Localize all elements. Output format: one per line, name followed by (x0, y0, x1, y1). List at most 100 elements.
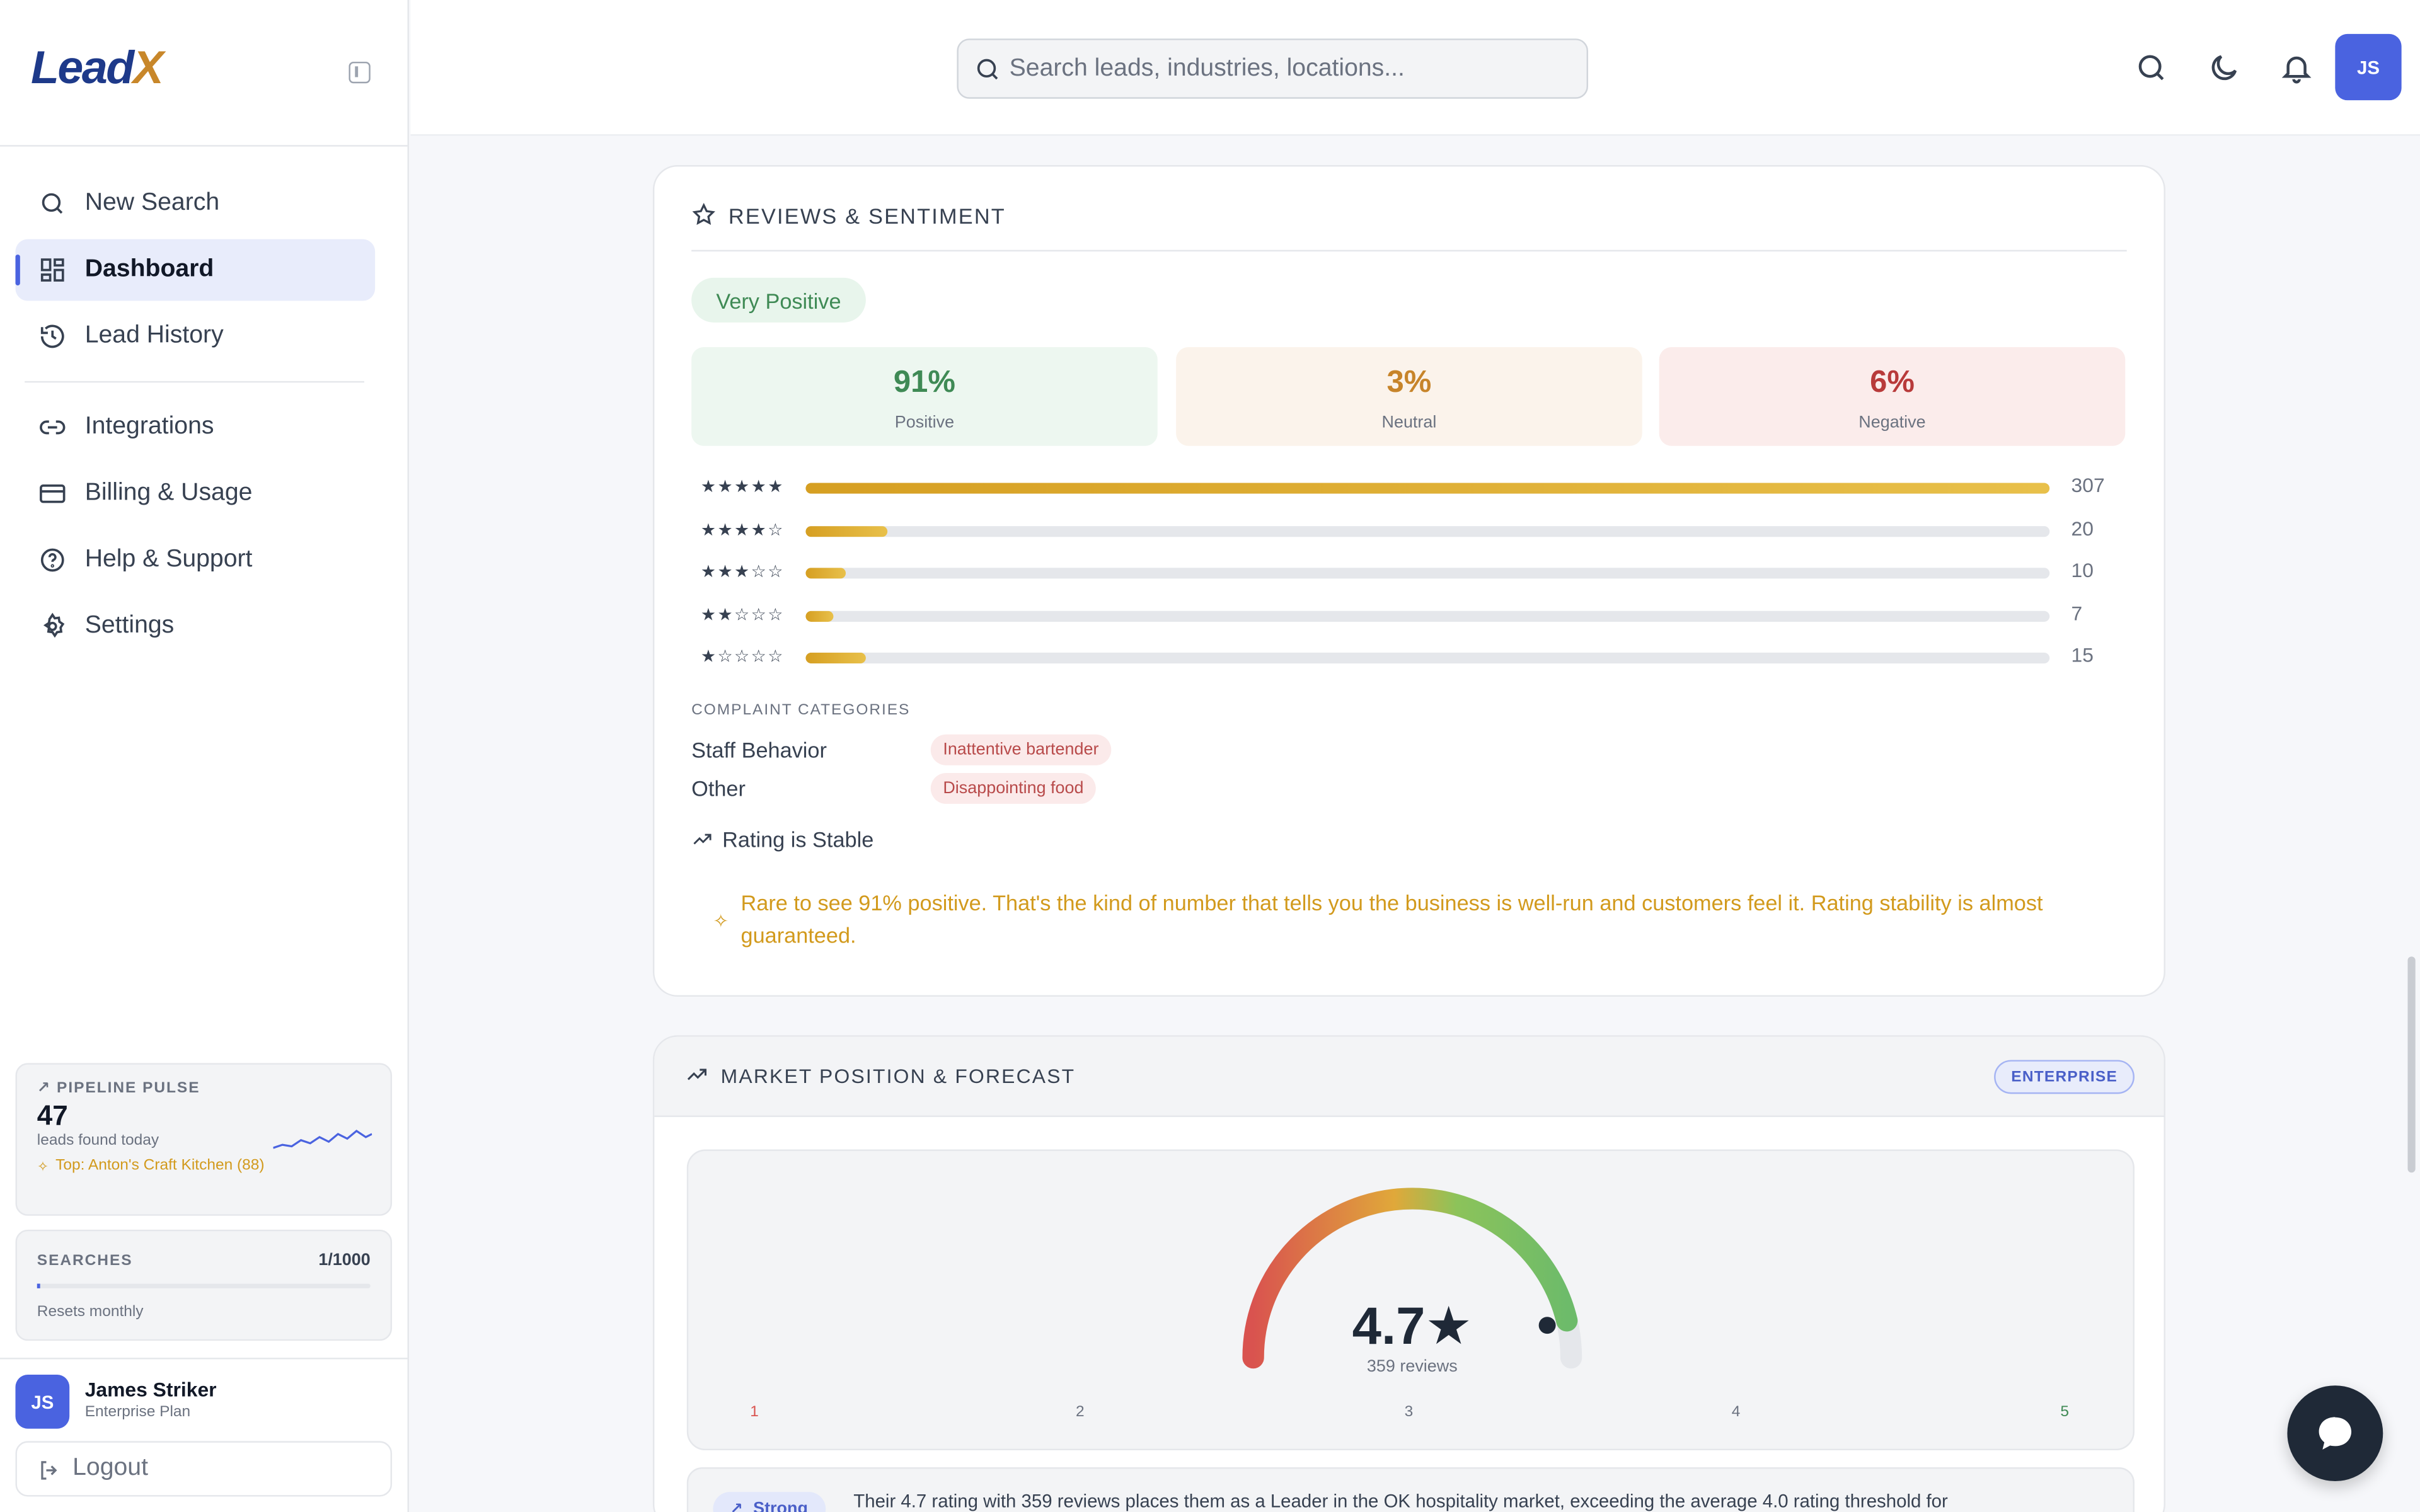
gauge-tick-1: 1 (750, 1404, 759, 1421)
stat-neutral: 3% Neutral (1176, 347, 1642, 446)
rating-bar-fill (805, 568, 846, 579)
search-placeholder: Search leads, industries, locations... (1009, 54, 1405, 81)
stat-negative: 6% Negative (1659, 347, 2126, 446)
searches-count: 1/1000 (318, 1251, 371, 1270)
rating-stars: ★★★★☆ (700, 521, 785, 541)
search-icon[interactable] (2135, 51, 2169, 85)
sidebar-item-dashboard[interactable]: Dashboard (15, 239, 376, 301)
moon-icon[interactable] (2207, 51, 2241, 85)
rating-bar-fill (805, 610, 834, 622)
pipeline-pulse-card[interactable]: ↗ PIPELINE PULSE 47 leads found today To… (15, 1063, 393, 1216)
gauge-tick-3: 3 (1404, 1404, 1414, 1421)
sparkle-icon: ✧ (713, 910, 729, 932)
stat-label: Positive (894, 413, 955, 432)
sidebar-item-billing[interactable]: Billing & Usage (15, 463, 375, 525)
user-plan: Enterprise Plan (84, 1404, 191, 1421)
stat-positive: 91% Positive (691, 347, 1158, 446)
rating-count: 20 (2071, 517, 2094, 541)
header-avatar[interactable]: JS (2335, 33, 2402, 101)
sidebar-item-lead-history[interactable]: Lead History (15, 306, 375, 367)
reviews-divider (691, 249, 2127, 252)
searches-sub: Resets monthly (37, 1303, 144, 1321)
rating-bar-fill (805, 526, 887, 537)
enterprise-badge: ENTERPRISE (1994, 1060, 2135, 1094)
searches-card: SEARCHES 1/1000 Resets monthly (15, 1229, 393, 1341)
gauge-tick-4: 4 (1731, 1404, 1741, 1421)
trending-up-icon (687, 1068, 707, 1080)
logo[interactable]: LeadX (30, 43, 164, 96)
stat-value: 6% (1870, 365, 1915, 400)
sidebar-item-label: Integrations (84, 413, 214, 440)
reviews-title-text: REVIEWS & SENTIMENT (728, 203, 1006, 229)
link-icon (40, 420, 66, 435)
search-icon (977, 59, 998, 80)
rating-bar (805, 610, 2050, 622)
gauge-review-count: 359 reviews (1366, 1358, 1458, 1377)
logo-text: Lead (30, 43, 134, 94)
gauge-needle-dot (1538, 1317, 1556, 1334)
rating-trend: Rating is Stable (693, 827, 873, 852)
complaint-row: Staff Behavior Inattentive bartender (691, 734, 1112, 765)
nav-divider (25, 381, 364, 383)
rating-stars: ★★☆☆☆ (700, 606, 785, 625)
sidebar: LeadX New Search Dashboard Lead History … (0, 0, 409, 1512)
page-scrollbar[interactable] (2407, 956, 2416, 1173)
sidebar-collapse-icon[interactable] (349, 61, 371, 84)
complaint-row: Other Disappointing food (691, 772, 1097, 804)
searches-title: SEARCHES (37, 1252, 133, 1270)
chat-launcher-button[interactable] (2287, 1385, 2383, 1482)
pulse-title: ↗ PIPELINE PULSE (37, 1080, 200, 1097)
stat-value: 3% (1386, 365, 1432, 400)
market-title-text: MARKET POSITION & FORECAST (720, 1064, 1076, 1088)
complaint-category: Staff Behavior (691, 737, 827, 762)
logo-area: LeadX (0, 0, 408, 147)
complaint-tag: Disappointing food (930, 772, 1097, 804)
search-icon (42, 193, 63, 214)
rating-stars: ★☆☆☆☆ (700, 648, 785, 667)
rating-bar (805, 483, 2050, 494)
bell-icon[interactable] (2279, 51, 2313, 85)
sidebar-item-new-search[interactable]: New Search (15, 173, 375, 234)
trending-up-icon (693, 833, 712, 845)
rating-stars: ★★★★★ (700, 478, 785, 497)
help-circle-icon (40, 548, 64, 572)
logo-x: X (132, 43, 164, 94)
market-summary-text: Their 4.7 rating with 359 reviews places… (853, 1490, 1948, 1512)
rating-count: 10 (2071, 558, 2094, 582)
search-input[interactable]: Search leads, industries, locations... (957, 38, 1589, 99)
dashboard-icon (40, 258, 64, 282)
star-icon (692, 202, 715, 225)
logout-icon (41, 1461, 57, 1480)
sidebar-item-settings[interactable]: Settings (15, 595, 375, 657)
searches-progress (37, 1283, 371, 1288)
stat-label: Negative (1858, 413, 1926, 432)
market-header: MARKET POSITION & FORECAST ENTERPRISE (654, 1036, 2164, 1118)
gauge-value-arc (1242, 1188, 1578, 1369)
chat-bubble-icon (2319, 1417, 2352, 1450)
strength-badge: Strong (713, 1492, 827, 1512)
sentiment-badge: Very Positive (691, 277, 866, 323)
user-avatar[interactable]: JS (15, 1375, 70, 1429)
rating-bar (805, 526, 2050, 537)
user-name: James Striker (84, 1377, 217, 1401)
sidebar-item-label: Lead History (84, 322, 224, 349)
rating-bar (805, 652, 2050, 664)
logout-button[interactable]: Logout (15, 1441, 393, 1497)
reviews-card: REVIEWS & SENTIMENT Very Positive 91% Po… (652, 165, 2165, 997)
ai-insight-text: Rare to see 91% positive. That's the kin… (740, 890, 2043, 948)
sidebar-item-label: Dashboard (84, 256, 214, 283)
rating-bar (805, 568, 2050, 579)
pulse-title-text: PIPELINE PULSE (57, 1080, 200, 1097)
complaint-category: Other (691, 776, 746, 801)
rating-bar-fill (805, 483, 2050, 494)
sidebar-item-integrations[interactable]: Integrations (15, 396, 375, 458)
logout-label: Logout (72, 1455, 148, 1482)
pulse-count: 47 (37, 1100, 68, 1131)
rating-gauge: 4.7★ 359 reviews 1 2 3 4 5 (686, 1149, 2135, 1451)
sidebar-item-help[interactable]: Help & Support (15, 529, 375, 591)
market-summary: Strong Their 4.7 rating with 359 reviews… (686, 1467, 2135, 1512)
sidebar-item-label: New Search (84, 190, 220, 216)
rating-count: 7 (2071, 602, 2083, 625)
pulse-top-lead: Top: Anton's Craft Kitchen (88) (37, 1157, 268, 1176)
rating-count: 15 (2071, 643, 2094, 667)
